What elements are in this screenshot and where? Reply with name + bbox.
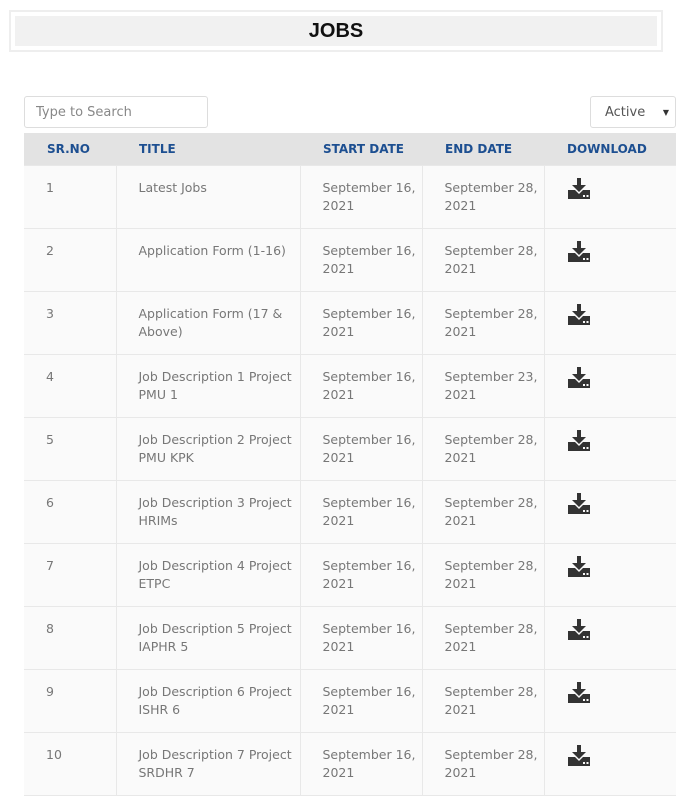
download-icon [567,493,590,514]
download-icon [567,367,590,388]
cell-title: Job Description 4 Project ETPC [115,543,301,607]
cell-end-date: September 28, 2021 [421,543,545,607]
download-button[interactable] [567,430,591,455]
cell-title: Job Description 6 Project ISHR 6 [115,669,301,733]
download-button[interactable] [567,619,591,644]
cell-end-date: September 23, 2021 [421,354,545,418]
download-icon [567,241,590,262]
cell-download [543,417,676,481]
cell-title: Application Form (1-16) [115,228,301,292]
cell-start-date: September 16, 2021 [299,291,423,355]
cell-sr-no: 6 [24,480,117,544]
page-title: JOBS [15,16,657,46]
cell-sr-no: 5 [24,417,117,481]
cell-download [543,732,676,796]
cell-download [543,165,676,229]
cell-end-date: September 28, 2021 [421,606,545,670]
download-icon [567,556,590,577]
cell-title: Job Description 2 Project PMU KPK [115,417,301,481]
table-row: 5 Job Description 2 Project PMU KPK Septem… [24,417,676,481]
table-row: 9 Job Description 6 Project ISHR 6 Septemb… [24,669,676,733]
cell-end-date: September 28, 2021 [421,291,545,355]
cell-end-date: September 28, 2021 [421,417,545,481]
page-title-box: JOBS [9,10,663,52]
table-row: 10 Job Description 7 Project SRDHR 7 Septe… [24,732,676,796]
header-start-date[interactable]: START DATE [300,133,422,166]
cell-end-date: September 28, 2021 [421,669,545,733]
header-sr-no[interactable]: SR.NO [24,133,116,166]
cell-start-date: September 16, 2021 [299,480,423,544]
cell-sr-no: 3 [24,291,117,355]
cell-download [543,669,676,733]
cell-download [543,291,676,355]
table-row: 6 Job Description 3 Project HRIMs Septembe… [24,480,676,544]
cell-start-date: September 16, 2021 [299,606,423,670]
download-icon [567,304,590,325]
status-filter-value: Active [605,104,646,120]
download-button[interactable] [567,367,591,392]
jobs-table: SR.NO TITLE START DATE END DATE DOWNLOAD… [24,133,676,796]
download-button[interactable] [567,682,591,707]
cell-title: Application Form (17 & Above) [115,291,301,355]
cell-start-date: September 16, 2021 [299,669,423,733]
table-row: 8 Job Description 5 Project IAPHR 5 Septem… [24,606,676,670]
cell-sr-no: 8 [24,606,117,670]
cell-sr-no: 10 [24,732,117,796]
table-row: 1 Latest Jobs September 16, 2021 September … [24,165,676,229]
cell-download [543,606,676,670]
cell-title: Job Description 1 Project PMU 1 [115,354,301,418]
download-button[interactable] [567,493,591,518]
search-input[interactable] [24,96,208,128]
cell-sr-no: 7 [24,543,117,607]
cell-sr-no: 9 [24,669,117,733]
cell-title: Job Description 3 Project HRIMs [115,480,301,544]
cell-start-date: September 16, 2021 [299,354,423,418]
cell-start-date: September 16, 2021 [299,228,423,292]
cell-start-date: September 16, 2021 [299,417,423,481]
cell-download [543,354,676,418]
download-icon [567,619,590,640]
download-button[interactable] [567,556,591,581]
table-header-row: SR.NO TITLE START DATE END DATE DOWNLOAD [24,133,676,166]
download-icon [567,745,590,766]
download-button[interactable] [567,304,591,329]
cell-start-date: September 16, 2021 [299,165,423,229]
cell-end-date: September 28, 2021 [421,228,545,292]
download-icon [567,682,590,703]
cell-start-date: September 16, 2021 [299,732,423,796]
table-row: 3 Application Form (17 & Above) September … [24,291,676,355]
cell-end-date: September 28, 2021 [421,480,545,544]
cell-download [543,543,676,607]
cell-title: Job Description 5 Project IAPHR 5 [115,606,301,670]
header-title[interactable]: TITLE [116,133,300,166]
status-filter-select[interactable]: Active ▼ [590,96,676,128]
table-row: 7 Job Description 4 Project ETPC September… [24,543,676,607]
download-button[interactable] [567,241,591,266]
dropdown-arrow-icon: ▼ [662,107,669,117]
download-button[interactable] [567,178,591,203]
cell-end-date: September 28, 2021 [421,165,545,229]
cell-title: Latest Jobs [115,165,301,229]
cell-end-date: September 28, 2021 [421,732,545,796]
header-download[interactable]: DOWNLOAD [544,133,676,166]
cell-sr-no: 4 [24,354,117,418]
header-end-date[interactable]: END DATE [422,133,544,166]
table-row: 4 Job Description 1 Project PMU 1 Septembe… [24,354,676,418]
download-icon [567,430,590,451]
cell-start-date: September 16, 2021 [299,543,423,607]
cell-download [543,228,676,292]
cell-download [543,480,676,544]
table-row: 2 Application Form (1-16) September 16, 20… [24,228,676,292]
download-button[interactable] [567,745,591,770]
cell-sr-no: 2 [24,228,117,292]
cell-title: Job Description 7 Project SRDHR 7 [115,732,301,796]
cell-sr-no: 1 [24,165,117,229]
download-icon [567,178,590,199]
